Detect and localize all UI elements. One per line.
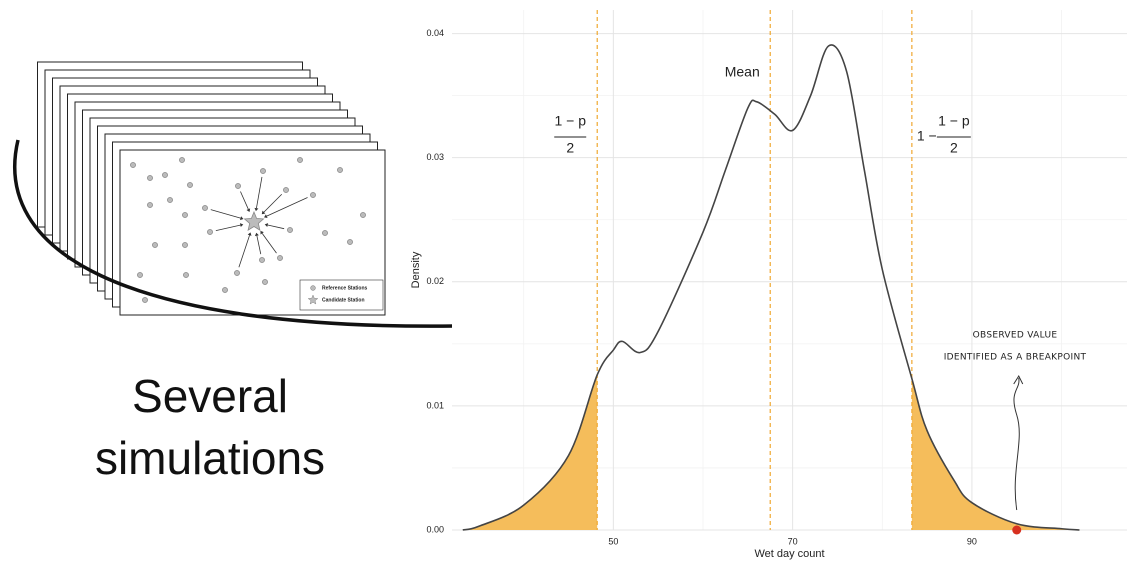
y-tick-label: 0.00 bbox=[426, 524, 444, 534]
legend-label: Reference Stations bbox=[322, 285, 368, 291]
reference-station bbox=[322, 230, 327, 235]
observed-note: OBSERVED VALUE bbox=[973, 331, 1058, 341]
reference-station bbox=[262, 279, 267, 284]
reference-station bbox=[152, 242, 157, 247]
reference-station bbox=[207, 229, 212, 234]
reference-station bbox=[162, 172, 167, 177]
reference-station bbox=[297, 157, 302, 162]
reference-station bbox=[187, 182, 192, 187]
reference-station bbox=[260, 168, 265, 173]
y-tick-label: 0.01 bbox=[426, 400, 444, 410]
reference-station bbox=[179, 157, 184, 162]
caption: Several bbox=[132, 370, 288, 422]
reference-station bbox=[222, 287, 227, 292]
reference-station bbox=[147, 175, 152, 180]
density-chart: 0.00 0.01 0.02 0.03 0.04 50 70 90 Wet day count D… bbox=[410, 10, 1127, 560]
fraction-prefix: 1 − bbox=[917, 128, 937, 144]
plot-panel bbox=[452, 10, 1127, 530]
reference-station bbox=[277, 255, 282, 260]
reference-station bbox=[137, 272, 142, 277]
observed-point bbox=[1012, 526, 1021, 535]
legend-label: Candidate Station bbox=[322, 297, 365, 303]
reference-station bbox=[142, 297, 147, 302]
reference-station bbox=[202, 205, 207, 210]
fraction-numerator: 1 − p bbox=[554, 113, 586, 129]
reference-station bbox=[283, 187, 288, 192]
reference-station bbox=[182, 242, 187, 247]
fraction-numerator: 1 − p bbox=[938, 113, 970, 129]
reference-station bbox=[183, 272, 188, 277]
reference-station bbox=[360, 212, 365, 217]
fraction-denominator: 2 bbox=[950, 140, 958, 156]
x-tick-label: 70 bbox=[788, 536, 798, 546]
y-tick-label: 0.03 bbox=[426, 152, 444, 162]
reference-station bbox=[310, 192, 315, 197]
y-tick-label: 0.02 bbox=[426, 276, 444, 286]
x-tick-label: 50 bbox=[608, 536, 618, 546]
reference-station bbox=[347, 239, 352, 244]
x-tick-label: 90 bbox=[967, 536, 977, 546]
simulation-stack: Reference Stations Candidate Station bbox=[38, 62, 386, 315]
y-tick-label: 0.04 bbox=[426, 28, 444, 38]
reference-station bbox=[287, 227, 292, 232]
reference-station bbox=[147, 202, 152, 207]
mean-label: Mean bbox=[725, 64, 760, 80]
reference-station bbox=[167, 197, 172, 202]
reference-station bbox=[235, 183, 240, 188]
reference-station bbox=[234, 270, 239, 275]
reference-station bbox=[259, 257, 264, 262]
x-axis-label: Wet day count bbox=[754, 548, 824, 560]
reference-station bbox=[182, 212, 187, 217]
observed-note: IDENTIFIED AS A BREAKPOINT bbox=[944, 353, 1087, 363]
fraction-denominator: 2 bbox=[566, 140, 574, 156]
y-axis-label: Density bbox=[410, 251, 422, 288]
figure: Reference Stations Candidate Station Seve… bbox=[0, 0, 1129, 563]
legend-symbol bbox=[311, 286, 316, 291]
reference-station bbox=[337, 167, 342, 172]
reference-station bbox=[130, 162, 135, 167]
caption: simulations bbox=[95, 432, 325, 484]
